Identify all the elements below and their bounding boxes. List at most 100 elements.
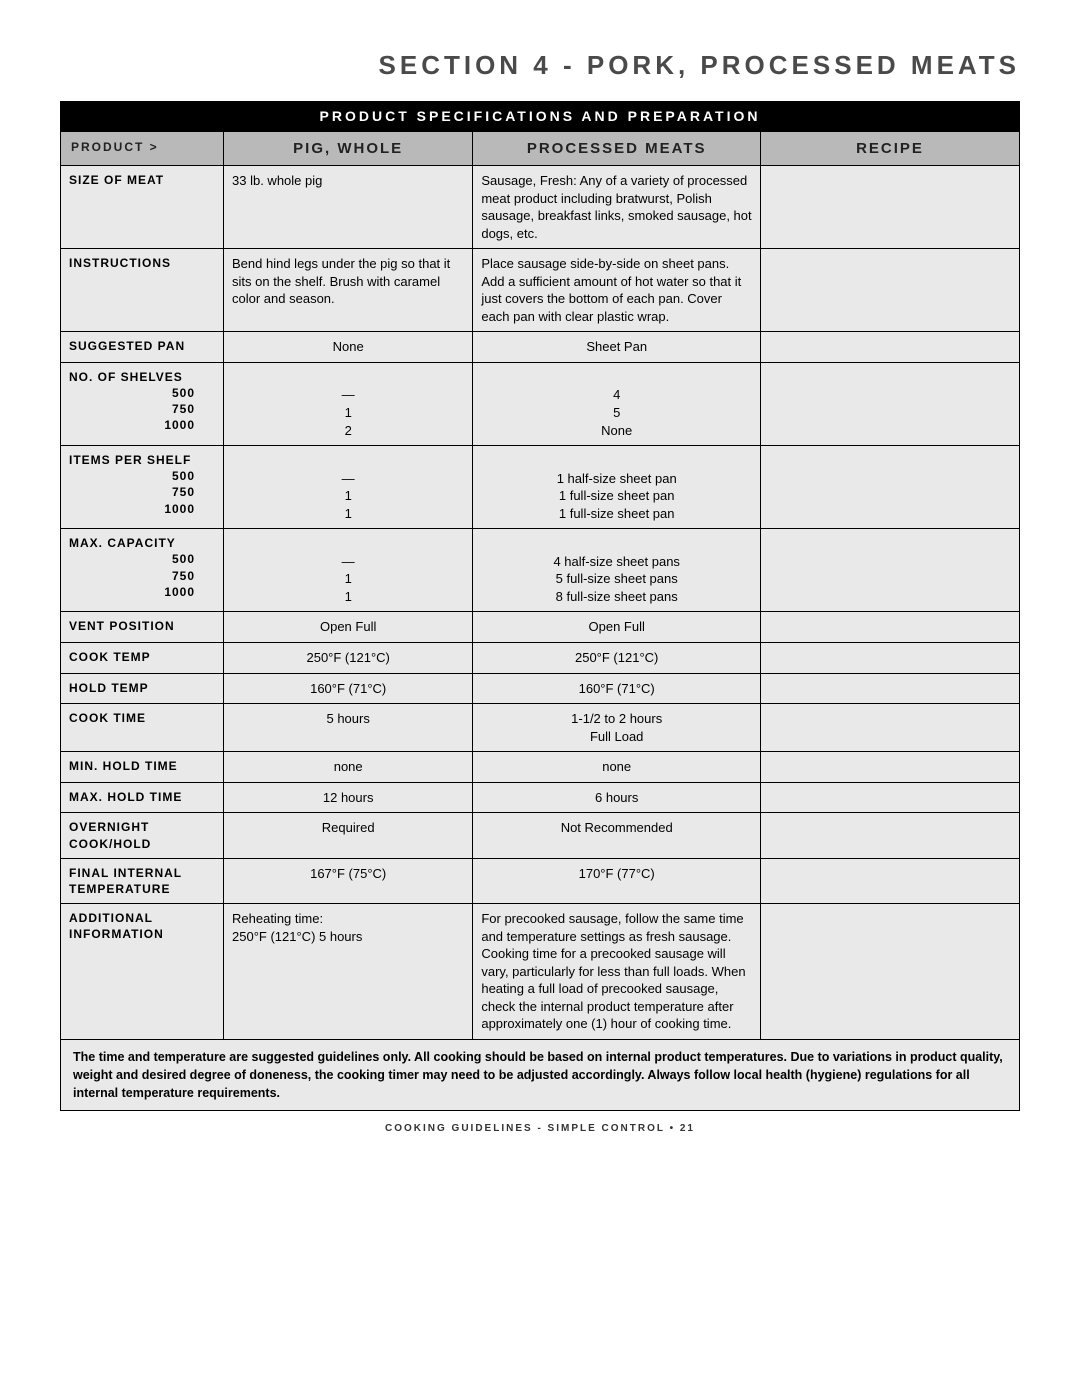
label-shelves-text: NO. OF SHELVES <box>69 370 183 384</box>
row-overnight: OVERNIGHT COOK/HOLD Required Not Recomme… <box>61 813 1020 858</box>
label-capacity-500: 500 <box>69 551 215 567</box>
banner: PRODUCT SPECIFICATIONS AND PREPARATION <box>60 101 1020 131</box>
cell-pig-final-temp: 167°F (75°C) <box>224 858 473 903</box>
cell-proc-shelves: 4 5 None <box>473 362 761 445</box>
label-suggested-pan: SUGGESTED PAN <box>61 332 224 363</box>
cell-recipe-max-hold <box>761 782 1020 813</box>
label-overnight-2: COOK/HOLD <box>69 836 215 852</box>
cell-recipe-shelves <box>761 362 1020 445</box>
cell-proc-max-hold: 6 hours <box>473 782 761 813</box>
proc-shelves-1000: None <box>481 422 752 440</box>
label-shelves: NO. OF SHELVES 500 750 1000 <box>61 362 224 445</box>
header-product: PRODUCT > <box>61 132 224 166</box>
cell-recipe-items <box>761 446 1020 529</box>
proc-shelves-750: 5 <box>481 404 752 422</box>
spacer <box>481 452 752 470</box>
cell-proc-final-temp: 170°F (77°C) <box>473 858 761 903</box>
row-cook-time: COOK TIME 5 hours 1-1/2 to 2 hours Full … <box>61 704 1020 752</box>
row-max-capacity: MAX. CAPACITY 500 750 1000 — 1 1 4 half-… <box>61 529 1020 612</box>
proc-cap-1000: 8 full-size sheet pans <box>481 588 752 606</box>
label-overnight-1: OVERNIGHT <box>69 819 215 835</box>
spacer <box>481 535 752 553</box>
spacer <box>232 452 464 470</box>
label-overnight: OVERNIGHT COOK/HOLD <box>61 813 224 858</box>
cell-proc-pan: Sheet Pan <box>473 332 761 363</box>
cell-recipe-overnight <box>761 813 1020 858</box>
pig-shelves-500: — <box>232 386 464 404</box>
row-no-of-shelves: NO. OF SHELVES 500 750 1000 — 1 2 4 5 No… <box>61 362 1020 445</box>
label-items-750: 750 <box>69 484 215 500</box>
label-cook-temp: COOK TEMP <box>61 643 224 674</box>
page-footer: COOKING GUIDELINES - SIMPLE CONTROL • 21 <box>60 1123 1020 1134</box>
label-shelves-500: 500 <box>69 385 215 401</box>
label-size-of-meat: SIZE OF MEAT <box>61 166 224 249</box>
proc-items-500: 1 half-size sheet pan <box>481 470 752 488</box>
header-processed-meats: PROCESSED MEATS <box>473 132 761 166</box>
pig-add-1: Reheating time: <box>232 910 464 928</box>
spacer <box>232 535 464 553</box>
label-shelves-1000: 1000 <box>69 417 215 433</box>
cell-recipe-size <box>761 166 1020 249</box>
pig-items-500: — <box>232 470 464 488</box>
label-items: ITEMS PER SHELF 500 750 1000 <box>61 446 224 529</box>
proc-items-750: 1 full-size sheet pan <box>481 487 752 505</box>
row-footnote: The time and temperature are suggested g… <box>61 1039 1020 1110</box>
label-additional: ADDITIONAL INFORMATION <box>61 904 224 1040</box>
cell-proc-min-hold: none <box>473 752 761 783</box>
cell-recipe-instructions <box>761 249 1020 332</box>
cell-proc-cook-time: 1-1/2 to 2 hours Full Load <box>473 704 761 752</box>
pig-shelves-1000: 2 <box>232 422 464 440</box>
label-capacity: MAX. CAPACITY 500 750 1000 <box>61 529 224 612</box>
proc-shelves-500: 4 <box>481 386 752 404</box>
cell-pig-max-hold: 12 hours <box>224 782 473 813</box>
cell-proc-additional: For precooked sausage, follow the same t… <box>473 904 761 1040</box>
cell-proc-cook-temp: 250°F (121°C) <box>473 643 761 674</box>
pig-shelves-750: 1 <box>232 404 464 422</box>
proc-items-1000: 1 full-size sheet pan <box>481 505 752 523</box>
label-cook-time: COOK TIME <box>61 704 224 752</box>
proc-cook-time-1: 1-1/2 to 2 hours <box>481 710 752 728</box>
pig-cap-1000: 1 <box>232 588 464 606</box>
cell-recipe-min-hold <box>761 752 1020 783</box>
cell-pig-cook-time: 5 hours <box>224 704 473 752</box>
cell-proc-hold-temp: 160°F (71°C) <box>473 673 761 704</box>
cell-recipe-cook-time <box>761 704 1020 752</box>
row-items-per-shelf: ITEMS PER SHELF 500 750 1000 — 1 1 1 hal… <box>61 446 1020 529</box>
spacer <box>481 369 752 387</box>
pig-cap-750: 1 <box>232 570 464 588</box>
row-max-hold-time: MAX. HOLD TIME 12 hours 6 hours <box>61 782 1020 813</box>
label-capacity-750: 750 <box>69 568 215 584</box>
cell-recipe-final-temp <box>761 858 1020 903</box>
cell-pig-capacity: — 1 1 <box>224 529 473 612</box>
label-min-hold: MIN. HOLD TIME <box>61 752 224 783</box>
cell-pig-hold-temp: 160°F (71°C) <box>224 673 473 704</box>
row-cook-temp: COOK TEMP 250°F (121°C) 250°F (121°C) <box>61 643 1020 674</box>
label-capacity-1000: 1000 <box>69 584 215 600</box>
cell-recipe-vent <box>761 612 1020 643</box>
cell-proc-overnight: Not Recommended <box>473 813 761 858</box>
pig-cap-500: — <box>232 553 464 571</box>
cell-pig-size: 33 lb. whole pig <box>224 166 473 249</box>
proc-cook-time-2: Full Load <box>481 728 752 746</box>
label-final-2: TEMPERATURE <box>69 881 215 897</box>
cell-pig-vent: Open Full <box>224 612 473 643</box>
label-items-text: ITEMS PER SHELF <box>69 453 191 467</box>
cell-pig-instructions: Bend hind legs under the pig so that it … <box>224 249 473 332</box>
spacer <box>232 369 464 387</box>
footnote-text: The time and temperature are suggested g… <box>61 1039 1020 1110</box>
cell-proc-items: 1 half-size sheet pan 1 full-size sheet … <box>473 446 761 529</box>
label-additional-2: INFORMATION <box>69 926 215 942</box>
spec-table: PRODUCT > PIG, WHOLE PROCESSED MEATS REC… <box>60 131 1020 1111</box>
cell-recipe-hold-temp <box>761 673 1020 704</box>
row-vent-position: VENT POSITION Open Full Open Full <box>61 612 1020 643</box>
label-final-temp: FINAL INTERNAL TEMPERATURE <box>61 858 224 903</box>
cell-recipe-additional <box>761 904 1020 1040</box>
row-min-hold-time: MIN. HOLD TIME none none <box>61 752 1020 783</box>
label-additional-1: ADDITIONAL <box>69 910 215 926</box>
header-recipe: RECIPE <box>761 132 1020 166</box>
row-instructions: INSTRUCTIONS Bend hind legs under the pi… <box>61 249 1020 332</box>
label-instructions: INSTRUCTIONS <box>61 249 224 332</box>
label-shelves-750: 750 <box>69 401 215 417</box>
row-size-of-meat: SIZE OF MEAT 33 lb. whole pig Sausage, F… <box>61 166 1020 249</box>
pig-add-2: 250°F (121°C) 5 hours <box>232 928 464 946</box>
